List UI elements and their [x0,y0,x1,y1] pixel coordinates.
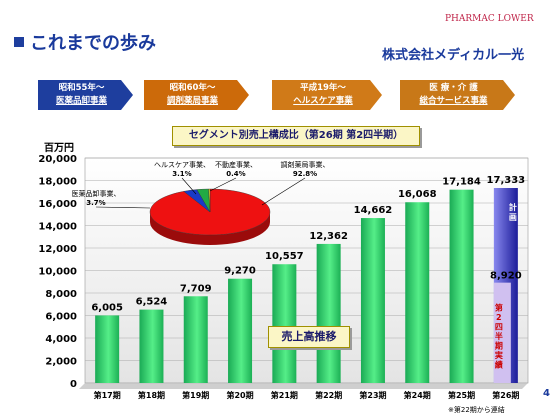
bar [95,315,120,383]
footnote: ※第22期から連結 [448,406,505,414]
bar [405,202,430,383]
x-tick-label: 第18期 [138,390,165,400]
page-title: これまでの歩み [30,33,156,54]
y-tick-label: 10,000 [38,267,77,278]
x-tick-label: 第26期 [492,390,519,400]
half-year-label-char: 第 [495,303,503,313]
plot-floor [79,383,528,389]
y-tick-label: 4,000 [45,334,77,345]
y-tick-label: 16,000 [38,199,77,210]
bar-value-label: 17,333 [487,175,526,186]
phase-period: 昭和60年～ [169,83,216,93]
pie-value-label: 3.1% [172,170,191,178]
phase-0: 昭和55年～ 医薬品卸事業 [38,80,133,110]
x-tick-label: 第22期 [315,390,342,400]
x-tick-label: 第23期 [359,390,386,400]
bar-value-label: 6,524 [136,297,168,308]
pie-leader-line [209,177,237,192]
bar-value-label: 17,184 [442,177,481,188]
pie-leader-line [181,177,197,195]
phase-3: 医 療・介 護 総合サービス事業 [400,80,515,110]
title-bullet [14,37,24,47]
half-year-label-char: 半 [495,331,503,341]
phase-business: 総合サービス事業 [419,96,488,106]
pie-label: 調剤薬局事業、 [281,160,330,169]
y-tick-label: 20,000 [38,154,77,165]
plan-label-char: 計 [509,202,517,212]
bar [228,278,253,383]
phase-business: 医薬品卸事業 [55,96,107,106]
bar [272,264,297,383]
pie-value-label: 3.7% [86,199,105,207]
company-name: 株式会社メディカル一光 [382,48,525,63]
phase-business: 調剤薬局事業 [166,96,218,106]
y-tick-label: 6,000 [45,312,77,323]
x-tick-label: 第20期 [226,390,253,400]
x-tick-label: 第25期 [448,390,475,400]
phase-period: 昭和55年～ [58,83,105,93]
bar-value-label: 12,362 [309,231,348,242]
x-tick-label: 第24期 [404,390,431,400]
bar [183,296,208,383]
pie-slice-side [150,212,270,245]
phase-2: 平成19年～ ヘルスケア事業 [272,80,382,110]
half-year-value-label: 8,920 [490,271,522,282]
sales-trend-label: 売上高推移 [268,326,350,348]
y-tick-label: 8,000 [45,289,77,300]
y-tick-label: 18,000 [38,177,77,188]
y-tick-label: 0 [70,379,77,390]
phase-1: 昭和60年～ 調剤薬局事業 [144,80,249,110]
pie-leader-line [95,206,151,209]
bar [449,189,474,383]
half-year-bar [493,282,511,383]
bar [360,218,385,383]
brand-logo: PHARMAC LOWER [445,14,534,24]
bar-value-label: 16,068 [398,189,437,200]
segment-chart-title: セグメント別売上構成比（第26期 第2四半期） [172,126,420,146]
y-axis-unit: 百万円 [44,143,74,154]
phase-period: 平成19年～ [300,83,346,93]
pie-label: 医薬品卸事業、 [72,189,121,198]
phase-business: ヘルスケア事業 [293,96,353,106]
half-year-label-char: 四 [495,323,503,332]
half-year-label-char: 期 [495,341,503,351]
pie-label: 不動産事業、 [215,160,257,169]
pie-slice [208,188,211,213]
bar [139,309,164,383]
bar-value-label: 6,005 [91,302,123,313]
half-year-label-char: 実 [495,350,503,360]
y-tick-label: 12,000 [38,244,77,255]
bar-value-label: 14,662 [354,205,393,216]
phase-period: 医 療・介 護 [429,83,478,93]
x-tick-label: 第19期 [182,390,209,400]
x-tick-label: 第21期 [271,390,298,400]
pie-label: ヘルスケア事業、 [154,160,210,169]
pie-value-label: 92.8% [293,170,317,178]
x-tick-label: 第17期 [94,390,121,400]
bar-value-label: 9,270 [224,266,256,277]
bar-value-label: 7,709 [180,283,212,294]
plan-label-char: 画 [509,213,517,222]
bar-value-label: 10,557 [265,251,304,262]
half-year-label-char: 2 [496,313,502,322]
y-tick-label: 2,000 [45,357,77,368]
half-year-label-char: 績 [495,360,503,370]
pie-value-label: 0.4% [226,170,245,178]
y-tick-label: 14,000 [38,222,77,233]
bar [316,243,341,383]
pie-leader-line [261,177,306,206]
page-number: 4 [543,388,550,399]
